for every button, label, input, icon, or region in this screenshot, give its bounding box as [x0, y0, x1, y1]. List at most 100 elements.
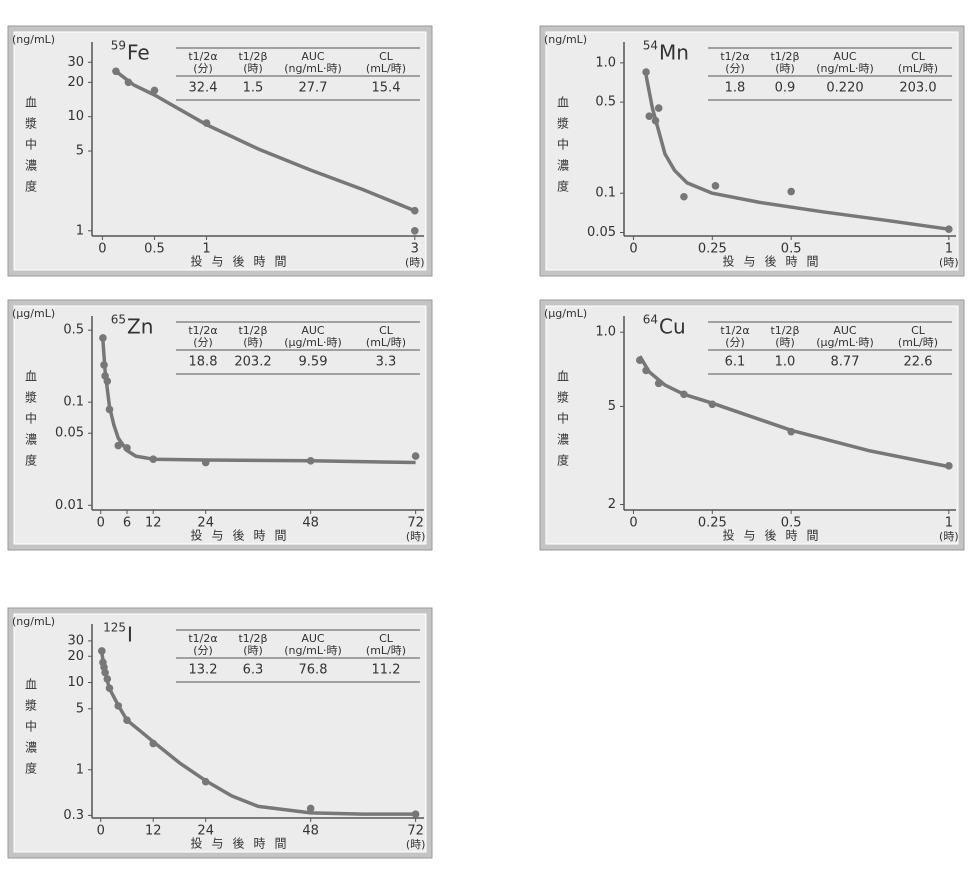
table-header: CL	[911, 50, 926, 63]
data-point	[103, 675, 112, 683]
data-point	[306, 457, 315, 465]
y-axis-label: 血漿中濃度	[24, 96, 38, 201]
data-point	[711, 182, 720, 190]
panel: 0.050.10.51.00 0.25 0.5 1(時)投与後時間(ng/mL)血漿中…	[539, 25, 965, 277]
data-point	[642, 68, 650, 76]
x-axis-label: 投与後時間	[722, 254, 827, 269]
y-tick-label: 2	[608, 497, 616, 512]
y-tick-label: 1	[76, 762, 84, 777]
x-unit: (時)	[405, 256, 425, 269]
data-point	[411, 810, 420, 818]
table-unit: (分)	[725, 62, 745, 75]
y-unit: (μg/mL)	[544, 307, 587, 320]
plot-background	[13, 31, 427, 271]
x-tick-label: 0.25	[698, 516, 727, 531]
table-header: CL	[379, 324, 394, 337]
y-tick-label: 1.0	[595, 55, 616, 70]
y-tick-label: 20	[67, 649, 84, 664]
x-tick-label: 0.5	[781, 516, 802, 531]
x-tick-label: 12	[145, 516, 162, 531]
x-tick-label: 0.25	[698, 242, 727, 257]
x-tick-label: 0.5	[144, 242, 165, 257]
x-axis-label: 投与後時間	[190, 254, 295, 269]
x-unit: (時)	[406, 530, 426, 543]
table-header: t1/2β	[238, 324, 267, 337]
table-header: t1/2α	[720, 50, 749, 63]
table-header: t1/2β	[770, 50, 799, 63]
data-point	[201, 777, 210, 786]
data-point	[787, 187, 795, 196]
x-tick-label: 72	[407, 824, 424, 839]
table-value: 27.7	[299, 81, 328, 96]
table-header: AUC	[301, 50, 325, 63]
y-tick-label: 0.1	[595, 186, 616, 201]
title-element: Cu	[659, 315, 686, 339]
x-axis-label: 投与後時間	[190, 836, 295, 851]
data-point	[105, 684, 114, 693]
table-header: t1/2α	[188, 324, 217, 337]
data-point	[945, 225, 953, 233]
x-tick-label: 24	[197, 824, 214, 839]
y-unit: (μg/mL)	[12, 307, 55, 320]
data-point	[201, 458, 210, 467]
y-tick-label: 0.5	[595, 95, 616, 110]
table-unit: (分)	[725, 336, 745, 349]
y-tick-label: 0.01	[55, 498, 84, 513]
x-tick-label: 24	[197, 516, 214, 531]
data-point	[708, 400, 717, 409]
table-value: 203.2	[234, 355, 271, 370]
table-unit: (分)	[193, 62, 213, 75]
data-point	[114, 441, 123, 450]
panel: 0.010.050.10.50 6 12 24 48 72(時)投与後時間(μg/mL)血…	[7, 299, 433, 551]
table-value: 203.0	[899, 81, 936, 96]
x-tick-label: 48	[302, 516, 319, 531]
fit-curve	[638, 355, 950, 469]
table-unit: (分)	[193, 644, 213, 657]
title-element: Mn	[659, 41, 689, 65]
x-tick-label: 12	[145, 824, 162, 839]
y-tick-label: 5	[76, 701, 84, 716]
y-tick-label: 10	[67, 109, 84, 124]
title-mass: 65	[111, 313, 126, 327]
table-header: AUC	[301, 632, 325, 645]
y-tick-label: 5	[608, 399, 616, 414]
table-value: 0.9	[775, 81, 796, 96]
data-point	[635, 356, 644, 364]
data-point	[149, 455, 158, 463]
x-tick-label: 0	[97, 824, 105, 839]
data-point	[410, 226, 419, 235]
y-tick-label: 1.0	[595, 325, 616, 340]
table-value: 18.8	[189, 355, 218, 370]
data-point	[123, 716, 131, 724]
table-unit: (μg/mL·時)	[816, 336, 874, 349]
data-point	[124, 78, 133, 87]
title-element: Fe	[127, 41, 150, 65]
x-tick-label: 0	[97, 516, 105, 531]
table-header: AUC	[833, 50, 857, 63]
table-value: 0.220	[826, 81, 863, 96]
table-header: AUC	[301, 324, 325, 337]
table-value: 76.8	[299, 663, 328, 678]
title-element: Zn	[127, 315, 153, 339]
table-value: 11.2	[372, 663, 401, 678]
table-unit: (時)	[243, 336, 263, 349]
x-tick-label: 1	[945, 242, 953, 257]
title-element: I	[127, 623, 133, 647]
data-point	[114, 702, 123, 710]
table-unit: (時)	[243, 62, 263, 75]
table-value: 8.77	[831, 355, 860, 370]
data-point	[680, 390, 688, 399]
data-point	[651, 116, 660, 125]
y-tick-label: 5	[76, 144, 84, 159]
table-value: 3.3	[376, 355, 397, 370]
y-tick-label: 0.05	[55, 426, 84, 441]
x-axis-label: 投与後時間	[722, 528, 827, 543]
x-tick-label: 6	[123, 516, 131, 531]
data-point	[410, 206, 419, 215]
x-tick-label: 3	[411, 242, 419, 257]
